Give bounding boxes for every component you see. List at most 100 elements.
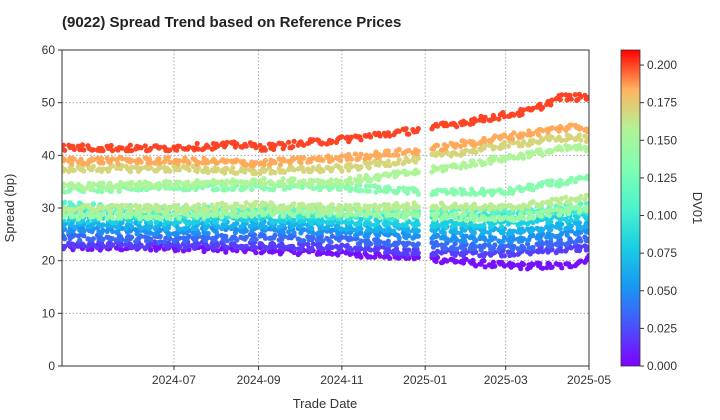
data-point (90, 208, 96, 214)
data-point (535, 132, 542, 138)
data-point (395, 152, 401, 158)
data-point (298, 160, 304, 166)
colorbar-tick-label: 0.150 (647, 133, 677, 147)
data-point (473, 141, 479, 147)
data-point (444, 164, 450, 170)
data-point (530, 244, 536, 251)
data-point (463, 190, 469, 197)
data-point (586, 176, 589, 182)
data-point (520, 107, 527, 113)
data-point (272, 210, 278, 216)
data-point (358, 226, 364, 232)
data-point (540, 249, 546, 255)
data-point (559, 195, 565, 202)
data-point (81, 243, 87, 249)
data-point (368, 203, 374, 210)
data-point (530, 199, 536, 205)
data-point (320, 179, 326, 185)
data-point (62, 213, 68, 219)
data-point (511, 252, 517, 258)
data-point (224, 238, 230, 244)
data-point (482, 160, 488, 167)
data-point (509, 136, 516, 142)
data-point (94, 188, 101, 194)
data-point (348, 207, 354, 213)
data-point (473, 204, 479, 211)
data-point (305, 241, 311, 248)
data-point (167, 168, 173, 174)
data-point (396, 185, 402, 191)
data-point (377, 153, 383, 159)
data-point (71, 167, 77, 173)
data-point (559, 248, 565, 254)
data-point (329, 181, 335, 187)
data-point (499, 224, 505, 230)
data-point (385, 238, 391, 244)
data-point (90, 181, 96, 187)
data-point (62, 147, 68, 153)
data-point (406, 209, 412, 216)
data-point (387, 212, 393, 218)
data-point (363, 183, 370, 189)
data-point (492, 189, 498, 195)
data-point (243, 161, 249, 168)
data-point (108, 208, 114, 214)
data-point (511, 130, 517, 136)
data-point (348, 156, 354, 162)
data-point (568, 175, 574, 181)
data-point (100, 180, 106, 186)
data-point (492, 209, 498, 215)
data-point (540, 104, 546, 111)
data-point (79, 142, 86, 148)
data-point (501, 191, 507, 197)
data-point (482, 217, 488, 223)
data-point (213, 229, 219, 235)
data-point (568, 204, 574, 210)
data-point (519, 111, 525, 117)
data-point (272, 205, 278, 212)
data-point (368, 134, 374, 140)
data-point (505, 143, 511, 149)
data-point (404, 201, 410, 207)
data-point (525, 241, 531, 247)
data-point (157, 183, 163, 189)
data-point (62, 199, 68, 205)
data-point (555, 242, 561, 248)
data-point (320, 207, 326, 213)
data-point (434, 211, 441, 217)
data-point (116, 184, 122, 191)
data-point (223, 223, 229, 229)
data-point (586, 214, 589, 220)
data-point (366, 165, 372, 171)
data-point (520, 202, 527, 208)
data-point (454, 190, 460, 196)
data-point (548, 182, 554, 188)
data-point (186, 144, 192, 150)
data-point (568, 238, 574, 244)
data-point (486, 230, 492, 236)
data-point (565, 211, 572, 217)
data-point (377, 133, 383, 139)
data-point (94, 245, 101, 251)
data-point (473, 118, 479, 124)
data-point (309, 245, 315, 251)
data-point (559, 207, 565, 214)
data-point (385, 158, 391, 164)
data-point (377, 253, 383, 259)
data-point (415, 221, 421, 227)
data-point (262, 211, 268, 217)
data-point (387, 152, 393, 158)
data-point (586, 127, 589, 133)
data-point (549, 232, 555, 238)
data-point (396, 255, 402, 261)
data-point (309, 206, 315, 212)
data-point (156, 204, 162, 210)
data-point (205, 169, 211, 175)
y-axis-label: Spread (bp) (2, 174, 17, 243)
data-point (530, 137, 536, 144)
data-point (71, 213, 77, 219)
data-point (262, 244, 268, 250)
data-point (138, 145, 144, 151)
data-point (224, 139, 230, 145)
data-point (309, 225, 315, 231)
